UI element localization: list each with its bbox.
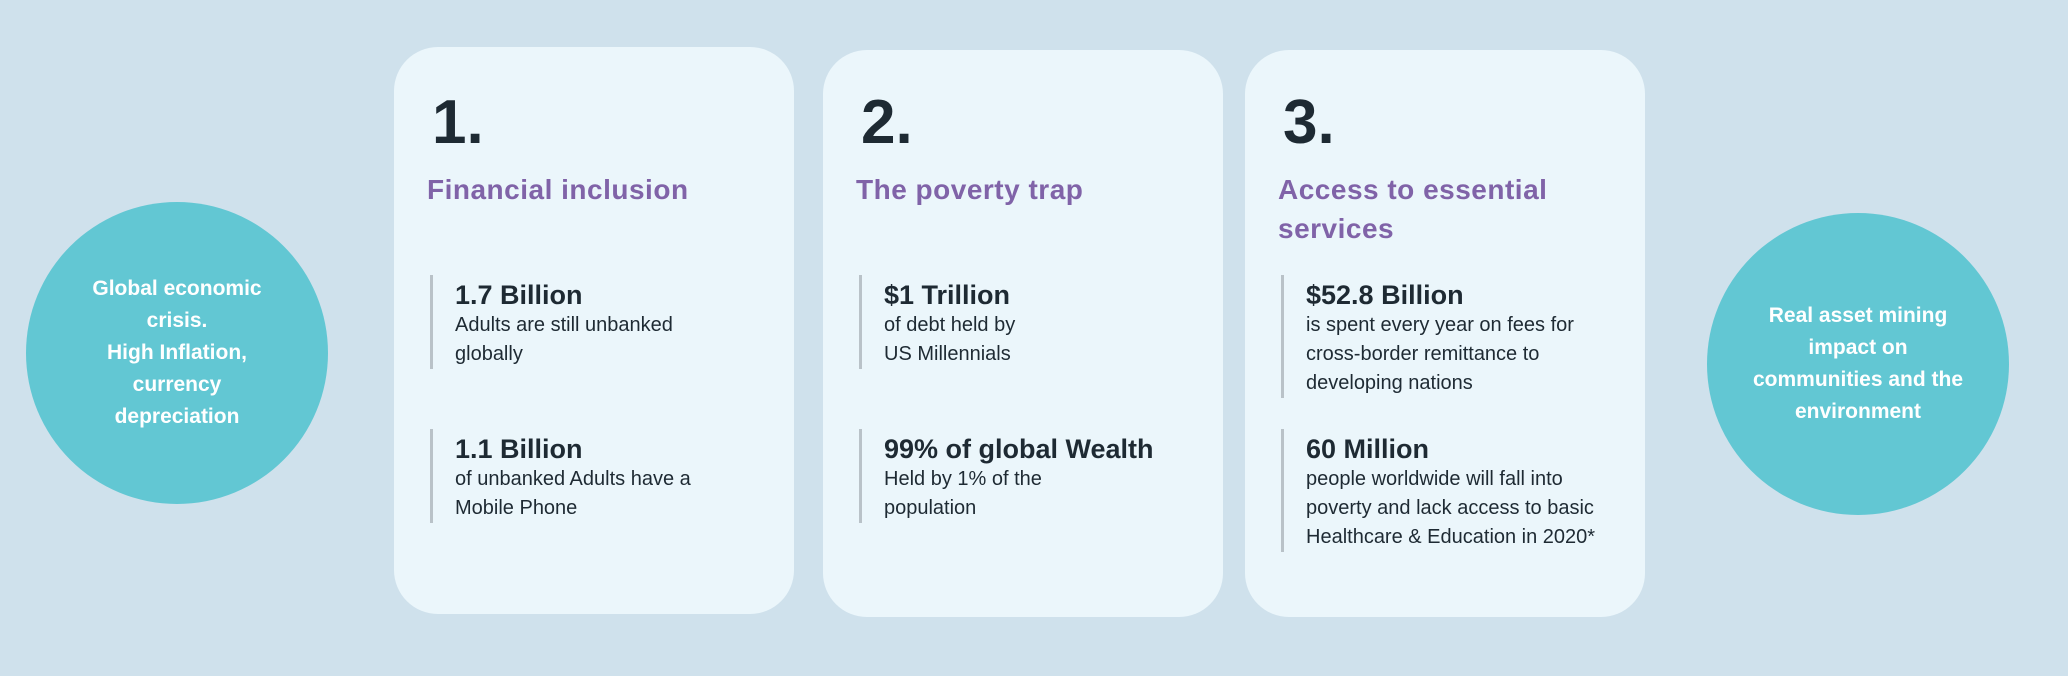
stat-item: $1 Trillion of debt held by US Millennia…	[859, 275, 1214, 369]
card-essential-services: 3. Access to essential services $52.8 Bi…	[1245, 50, 1645, 617]
right-circle-mining-impact: Real asset mining impact on communities …	[1707, 213, 2009, 515]
card-financial-inclusion: 1. Financial inclusion 1.7 Billion Adult…	[394, 47, 794, 614]
stat-body: Adults are still unbanked globally	[455, 314, 673, 365]
stat-item: 1.1 Billion of unbanked Adults have a Mo…	[430, 429, 785, 523]
card-number: 2.	[861, 88, 913, 157]
card-poverty-trap: 2. The poverty trap $1 Trillion of debt …	[823, 50, 1223, 617]
stat-item: 60 Million people worldwide will fall in…	[1281, 429, 1646, 552]
stat-body: Held by 1% of the population	[884, 468, 1042, 519]
stat-title: 99% of global Wealth	[884, 434, 1154, 464]
stat-title: 1.7 Billion	[455, 280, 583, 310]
card-number: 3.	[1283, 88, 1335, 157]
card-heading: Access to essential services	[1278, 174, 1548, 244]
left-circle-text: Global economic crisis. High Inflation, …	[92, 277, 262, 428]
stat-body: of debt held by US Millennials	[884, 314, 1016, 365]
stat-title: 1.1 Billion	[455, 434, 583, 464]
stat-item: $52.8 Billion is spent every year on fee…	[1281, 275, 1646, 398]
stat-item: 99% of global Wealth Held by 1% of the p…	[859, 429, 1214, 523]
stat-body: of unbanked Adults have a Mobile Phone	[455, 468, 691, 519]
left-circle-global-crisis: Global economic crisis. High Inflation, …	[26, 202, 328, 504]
card-number: 1.	[432, 88, 484, 157]
card-heading: The poverty trap	[856, 174, 1084, 205]
card-heading: Financial inclusion	[427, 174, 689, 205]
stat-item: 1.7 Billion Adults are still unbanked gl…	[430, 275, 785, 369]
stat-body: people worldwide will fall into poverty …	[1306, 468, 1596, 548]
stat-title: $1 Trillion	[884, 280, 1011, 310]
stat-body: is spent every year on fees for cross-bo…	[1306, 314, 1574, 394]
right-circle-text: Real asset mining impact on communities …	[1752, 304, 1964, 423]
stat-title: $52.8 Billion	[1306, 280, 1464, 310]
stat-title: 60 Million	[1306, 434, 1430, 464]
